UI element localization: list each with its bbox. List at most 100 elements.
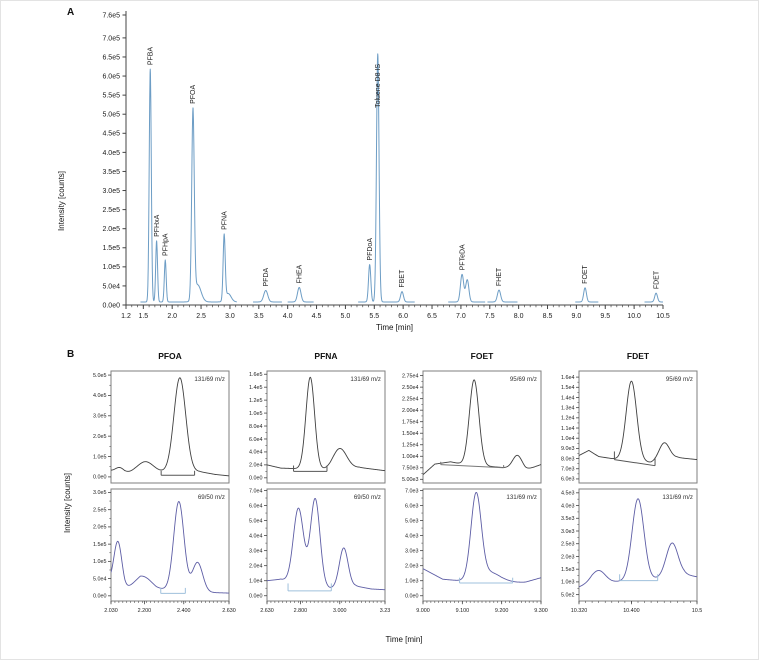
y-tick-label: 1.2e4 [561, 416, 575, 422]
y-tick-label: 0.0e0 [249, 476, 263, 482]
x-tick-label: 3.5 [254, 313, 264, 320]
chromatogram-trace [357, 53, 415, 303]
subplot-pfoa_quant: 0.0e0 1.0e5 2.0e5 3.0e5 4.0e5 5.0e5 131/69 m/z [93, 370, 230, 484]
x-tick-label: 2.800 [294, 608, 308, 614]
x-tick-label: 9.000 [416, 608, 430, 614]
y-tick-label: 2.0e3 [405, 563, 419, 569]
x-tick-label: 10.0 [627, 313, 641, 320]
y-tick-label: 1.50e4 [402, 431, 419, 437]
mz-label: 69/50 m/z [198, 494, 225, 501]
y-tick-label: 7.0e4 [249, 488, 263, 494]
y-tick-label: 2.25e4 [402, 396, 419, 402]
y-tick-label: 1.0e4 [561, 436, 575, 442]
chromatogram-trace [579, 498, 697, 588]
chromatogram-trace [287, 286, 315, 303]
chromatogram-trace [423, 491, 541, 583]
subplot-foet_qual: 0.0e0 1.0e3 2.0e3 3.0e3 4.0e3 5.0e3 6.0e3 7.0e3… [405, 488, 548, 614]
integration-baseline [440, 464, 504, 469]
y-tick-label: 0.0e0 [93, 475, 107, 481]
y-tick-label: 3.0e5 [93, 490, 107, 496]
y-tick-label: 2.50e4 [402, 385, 419, 391]
y-tick-label: 6.0e3 [405, 503, 419, 509]
x-tick-label: 10.5 [692, 608, 703, 614]
panel-b-column-title-foet: FOET [470, 351, 494, 361]
x-tick-label: 7.5 [485, 313, 495, 320]
x-tick-label: 4.5 [312, 313, 322, 320]
panel-b-column-title-pfoa: PFOA [158, 351, 182, 361]
y-tick-label: 2.0e3 [561, 554, 575, 560]
y-tick-label: 8.0e3 [561, 456, 575, 462]
y-tick-label: 6.0e3 [561, 477, 575, 483]
x-tick-label: 6.5 [427, 313, 437, 320]
y-tick-label: 5.0e4 [249, 518, 263, 524]
mz-label: 131/69 m/z [662, 494, 693, 501]
peak-label-PFBA: PFBA [147, 47, 154, 66]
y-tick-label: 0.0e0 [405, 594, 419, 600]
y-tick-label: 5.0e4 [93, 576, 107, 582]
peak-label-PFOA: PFOA [190, 85, 197, 104]
chromatogram-trace [574, 287, 599, 303]
panel-b-label: B [67, 349, 75, 360]
x-tick-label: 6.0 [398, 313, 408, 320]
y-tick-label: 1.0e4 [249, 579, 263, 585]
y-tick-label: 6.0e5 [102, 73, 120, 80]
y-tick-label: 5.00e3 [402, 477, 419, 483]
x-tick-label: 5.5 [369, 313, 379, 320]
y-tick-label: 5.0e5 [93, 373, 107, 379]
y-tick-label: 4.5e3 [561, 491, 575, 497]
y-tick-label: 4.0e4 [249, 533, 263, 539]
peak-label-PFDoA: PFDoA [367, 238, 374, 261]
panel-a-y-axis-label: Intensity [counts] [57, 170, 66, 231]
y-tick-label: 2.0e5 [93, 525, 107, 531]
y-tick-label: 7.50e3 [402, 466, 419, 472]
y-tick-label: 6.0e4 [249, 437, 263, 443]
y-tick-label: 3.5e3 [561, 516, 575, 522]
subplot-fdet_qual: 5.0e2 1.0e3 1.5e3 2.0e3 2.5e3 3.0e3 3.5e3 4.0e3… [561, 488, 703, 614]
chromatogram-trace [111, 501, 229, 594]
x-tick-label: 5.0 [341, 313, 351, 320]
y-tick-label: 1.0e5 [93, 559, 107, 565]
y-tick-label: 3.0e5 [93, 414, 107, 420]
x-tick-label: 1.2 [121, 313, 131, 320]
subplot-fdet_quant: 6.0e3 7.0e3 8.0e3 9.0e3 1.0e4 1.1e4 1.2e4 1.3e4… [561, 370, 698, 484]
y-tick-label: 2.0e5 [102, 226, 120, 233]
y-tick-label: 1.4e5 [249, 385, 263, 391]
y-tick-label: 5.0e4 [102, 283, 120, 290]
peak-label-FHEA: FHEA [296, 264, 303, 283]
y-tick-label: 3.0e4 [249, 548, 263, 554]
chromatogram-trace [267, 497, 385, 591]
mz-label: 131/69 m/z [194, 376, 225, 383]
y-tick-label: 1.5e5 [93, 542, 107, 548]
mz-label: 131/69 m/z [350, 376, 381, 383]
x-tick-label: 9.200 [495, 608, 509, 614]
y-tick-label: 1.75e4 [402, 419, 419, 425]
chromatogram-trace [140, 68, 237, 303]
x-tick-label: 8.5 [543, 313, 553, 320]
x-tick-label: 9.0 [572, 313, 582, 320]
y-tick-label: 2.00e4 [402, 408, 419, 414]
x-tick-label: 7.0 [456, 313, 466, 320]
subplot-pfna_quant: 0.0e0 2.0e4 4.0e4 6.0e4 8.0e4 1.0e5 1.2e5 1.4e5… [249, 370, 386, 484]
y-tick-label: 1.3e4 [561, 405, 575, 411]
x-tick-label: 10.400 [623, 608, 640, 614]
y-tick-label: 6.5e5 [102, 54, 120, 61]
chromatogram-trace [487, 289, 518, 303]
panel-a-chromatogram: 0.0e0 5.0e4 1.0e5 1.5e5 2.0e5 2.5e5 3.0e5 3.5e5… [102, 11, 670, 320]
y-tick-label: 4.0e3 [405, 533, 419, 539]
x-tick-label: 3.0 [225, 313, 235, 320]
y-tick-label: 5.0e5 [102, 112, 120, 119]
mz-label: 95/69 m/z [510, 376, 537, 383]
chromatogram-trace [111, 377, 229, 477]
y-tick-label: 3.5e5 [102, 169, 120, 176]
x-tick-label: 2.630 [222, 608, 236, 614]
peak-label-FOET: FOET [582, 264, 589, 283]
y-tick-label: 2.5e5 [102, 207, 120, 214]
panel-b-x-axis-label: Time [min] [385, 635, 423, 644]
peak-label-PFHxA: PFHxA [154, 214, 161, 237]
y-tick-label: 0.0e0 [93, 594, 107, 600]
x-tick-label: 2.0 [167, 313, 177, 320]
subplot-foet_quant: 5.00e3 7.50e3 1.00e4 1.25e4 1.50e4 1.75e4 2.00… [402, 370, 542, 484]
panel-b-column-title-fdet: FDET [626, 351, 650, 361]
x-tick-label: 2.630 [260, 608, 274, 614]
